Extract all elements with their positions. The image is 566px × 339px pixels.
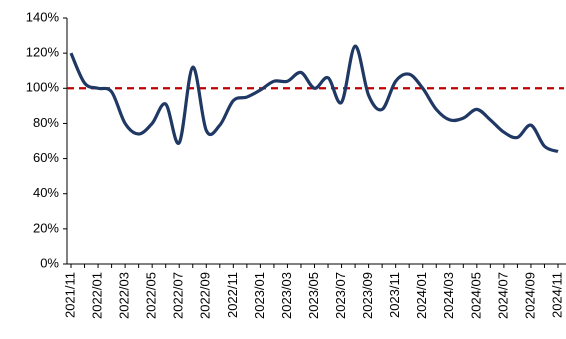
x-tick-label: 2023/11 — [387, 272, 402, 318]
x-tick-label: 2024/05 — [468, 272, 483, 319]
x-tick-label: 2024/07 — [495, 272, 510, 319]
x-tick-label: 2022/07 — [171, 272, 186, 319]
x-tick-label: 2024/01 — [414, 272, 429, 319]
x-tick-label: 2023/03 — [279, 272, 294, 319]
y-tick-label: 0% — [40, 255, 59, 270]
y-tick-label: 140% — [26, 9, 60, 24]
y-tick-label: 60% — [33, 150, 59, 165]
x-tick-label: 2022/05 — [144, 272, 159, 319]
x-tick-label: 2024/09 — [522, 272, 537, 319]
y-tick-label: 20% — [33, 220, 59, 235]
x-tick-label: 2022/11 — [225, 272, 240, 318]
x-tick-label: 2021/11 — [62, 272, 77, 318]
x-tick-label: 2023/01 — [252, 272, 267, 319]
data-line — [69, 44, 559, 154]
x-tick-label: 2024/11 — [549, 272, 564, 318]
x-tick-label: 2024/03 — [441, 272, 456, 319]
x-tick-label: 2023/07 — [333, 272, 348, 319]
y-tick-label: 120% — [26, 45, 60, 60]
x-tick-label: 2022/09 — [198, 272, 213, 319]
y-tick-label: 80% — [33, 115, 59, 130]
x-tick-label: 2022/03 — [117, 272, 132, 319]
x-tick-label: 2022/01 — [89, 272, 104, 319]
x-tick-label: 2023/05 — [306, 272, 321, 319]
y-tick-label: 100% — [26, 80, 60, 95]
x-tick-label: 2023/09 — [360, 272, 375, 319]
y-tick-label: 40% — [33, 185, 59, 200]
